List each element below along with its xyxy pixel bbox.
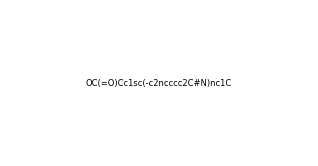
Text: OC(=O)Cc1sc(-c2ncccc2C#N)nc1C: OC(=O)Cc1sc(-c2ncccc2C#N)nc1C: [86, 79, 232, 87]
